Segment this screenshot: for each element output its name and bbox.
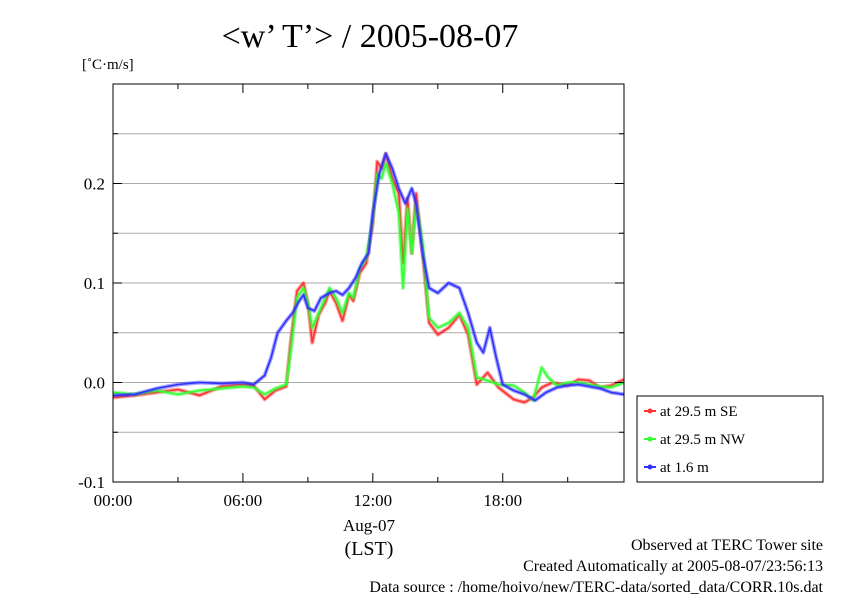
legend-box <box>636 395 824 483</box>
series-line-2 <box>112 162 625 402</box>
gridlines <box>113 133 624 433</box>
legend: at 29.5 m SE at 29.5 m NW at 1.6 m <box>636 395 824 483</box>
y-tick-label: 0.2 <box>84 175 105 194</box>
series-band-1 <box>112 151 625 405</box>
series-band-3 <box>112 151 625 403</box>
series-line-1 <box>112 152 625 404</box>
plot-series <box>112 151 625 405</box>
y-tick-label: 0.0 <box>84 374 105 393</box>
x-tick-label: 12:00 <box>353 491 392 510</box>
series-band-2 <box>112 161 625 403</box>
x-tick-label: 18:00 <box>483 491 522 510</box>
legend-label: at 29.5 m NW <box>660 432 746 448</box>
legend-marker <box>647 436 653 442</box>
footer-datasource: Data source : /home/hoivo/new/TERC-data/… <box>369 579 823 595</box>
y-tick-label: -0.1 <box>78 473 105 492</box>
y-tick-label: 0.1 <box>84 274 105 293</box>
legend-label: at 1.6 m <box>660 460 709 476</box>
footer-observed: Observed at TERC Tower site <box>631 537 823 554</box>
series-line-3 <box>112 152 625 402</box>
y-axis-ticks: 0.2 0.1 0.0 -0.1 <box>78 83 624 492</box>
x-tick-label: 06:00 <box>224 491 263 510</box>
legend-marker <box>647 408 653 414</box>
x-tick-label: 00:00 <box>94 491 133 510</box>
x-axis-ticks: 00:00 06:00 12:00 18:00 <box>94 84 569 510</box>
y-axis-unit: [˚C·m/s] <box>82 57 134 73</box>
legend-marker <box>647 464 653 470</box>
chart-title: <w’ T’> / 2005-08-07 <box>222 18 519 55</box>
footer-created: Created Automatically at 2005-08-07/23:5… <box>523 558 823 575</box>
x-axis-timezone-label: (LST) <box>345 538 394 560</box>
x-axis-date-label: Aug-07 <box>343 516 395 535</box>
legend-label: at 29.5 m SE <box>660 404 738 420</box>
